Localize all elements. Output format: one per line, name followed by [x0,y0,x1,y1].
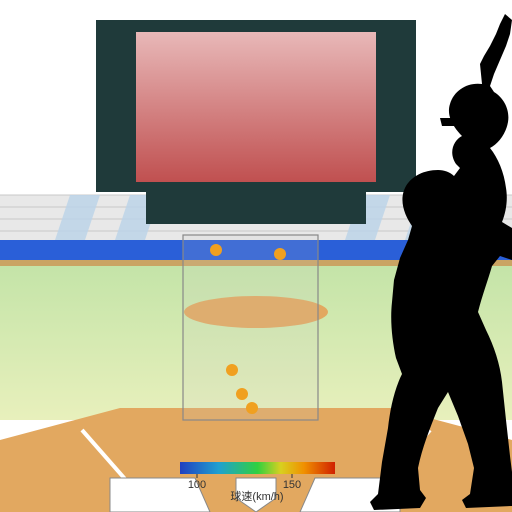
strike-zone [183,235,318,420]
pitch-marker [246,402,258,414]
pitch-chart: 100 150球速(km/h) [0,0,512,512]
pitch-marker [274,248,286,260]
batter-silhouette [440,118,462,126]
legend-tick-label: 150 [283,479,301,491]
speed-legend-bar [180,462,335,474]
scoreboard-screen [136,32,376,182]
pitch-marker [226,364,238,376]
pitch-marker [236,388,248,400]
legend-tick-label: 100 [188,479,206,491]
scoreboard-base [146,192,366,224]
legend-title: 球速(km/h) [230,489,283,503]
pitch-marker [210,244,222,256]
